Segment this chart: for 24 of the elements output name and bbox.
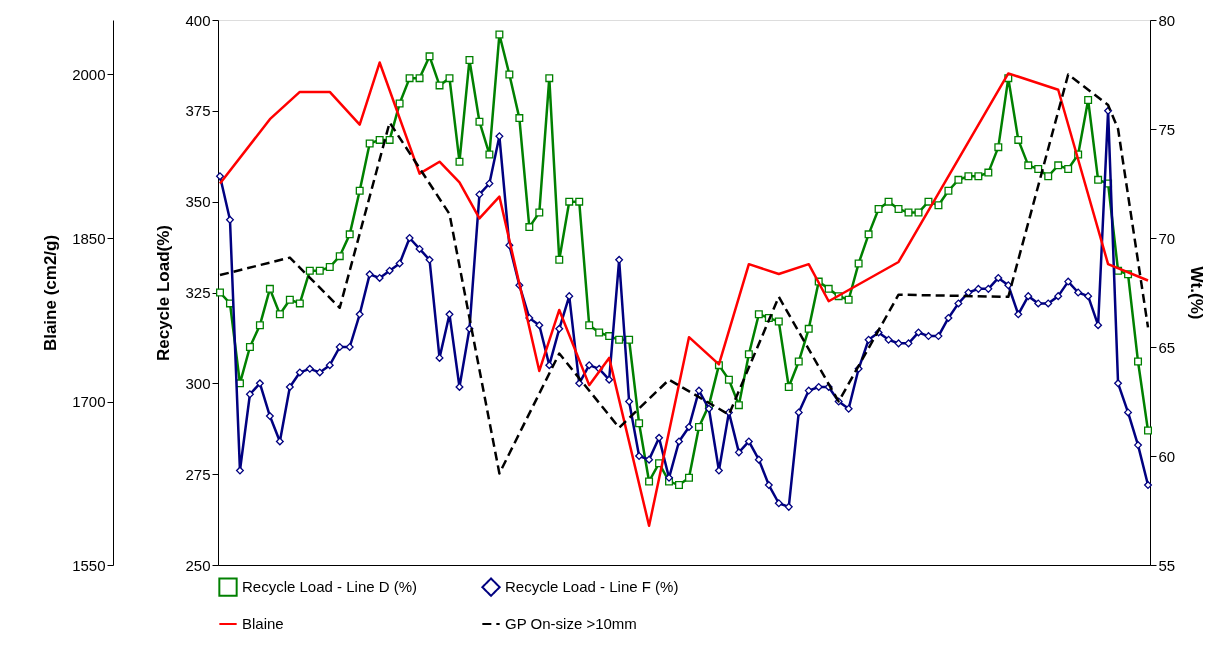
y-tick-label: 400	[185, 11, 211, 29]
y3-tick-label: 1700	[72, 393, 106, 410]
y2-tick-label: 60	[1158, 447, 1176, 465]
y3-axis-title: Blaine (cm2/g)	[41, 234, 61, 352]
y2-tick-label: 80	[1158, 11, 1176, 29]
y-tick-label: 250	[185, 556, 211, 574]
y2-tick-label: 65	[1158, 338, 1176, 356]
y-axis-title: Recycle Load(%)	[154, 224, 174, 362]
y3-tick-label: 2000	[72, 66, 106, 83]
y2-tick-label: 70	[1158, 229, 1176, 247]
y3-tick-label: 1550	[72, 556, 106, 574]
legend-label: GP On-size >10mm	[505, 615, 637, 632]
legend-label: Recycle Load - Line D (%)	[242, 578, 418, 596]
y-tick-label: 275	[185, 465, 211, 483]
y2-tick-label: 55	[1158, 556, 1176, 574]
legend-label: Blaine	[242, 615, 284, 632]
y-tick-label: 350	[185, 193, 211, 211]
y-tick-label: 300	[185, 374, 211, 392]
y-tick-label: 375	[185, 102, 211, 120]
y2-axis-title: Wt.(%)	[1187, 266, 1207, 320]
y3-tick-label: 1850	[72, 229, 106, 247]
legend-label: Recycle Load - Line F (%)	[505, 578, 679, 596]
y2-tick-label: 75	[1158, 120, 1176, 138]
y-tick-label: 325	[185, 284, 211, 301]
